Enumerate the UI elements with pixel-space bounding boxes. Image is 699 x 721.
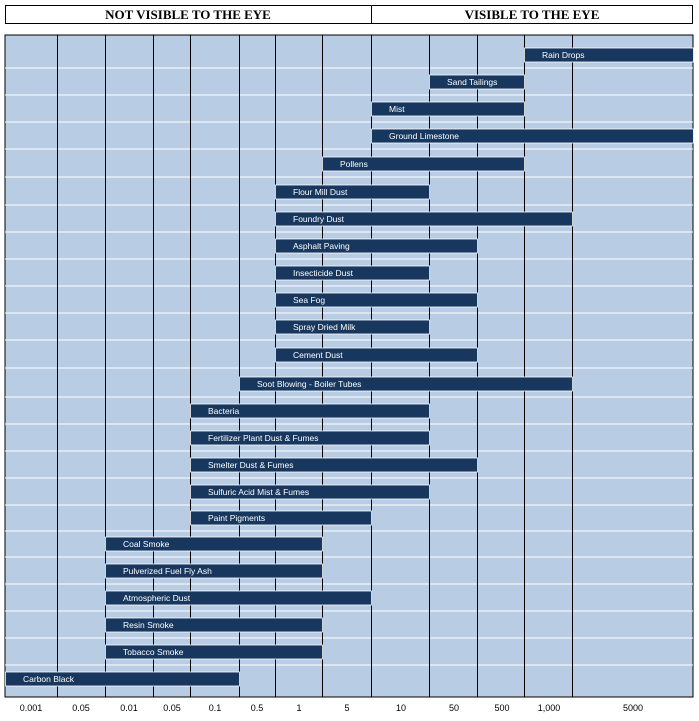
x-tick-label: 1 — [296, 703, 301, 713]
bar-label: Pulverized Fuel Fly Ash — [123, 566, 212, 576]
x-tick-label: 500 — [494, 703, 509, 713]
x-tick-label: 0.05 — [163, 703, 181, 713]
bar-label: Insecticide Dust — [293, 268, 354, 278]
bar-group: Coal Smoke — [105, 536, 323, 552]
bar — [275, 238, 478, 254]
bar-label: Soot Blowing - Boiler Tubes — [257, 379, 361, 389]
bar — [190, 510, 372, 526]
bar-label: Ground Limestone — [389, 131, 459, 141]
x-tick-label: 0.1 — [209, 703, 222, 713]
bar — [105, 563, 323, 579]
bar — [275, 319, 430, 335]
bar — [371, 101, 525, 117]
bar-label: Smelter Dust & Fumes — [208, 460, 294, 470]
bar-label: Mist — [389, 104, 405, 114]
bar-group: Sulfuric Acid Mist & Fumes — [190, 484, 430, 500]
bar-label: Flour Mill Dust — [293, 187, 348, 197]
bar-group: Mist — [371, 101, 525, 117]
bar-group: Atmospheric Dust — [105, 590, 372, 606]
bar — [105, 590, 372, 606]
bar — [322, 156, 525, 172]
bar-group: Tobacco Smoke — [105, 644, 323, 660]
x-tick-label: 0.05 — [72, 703, 90, 713]
bar-group: Asphalt Paving — [275, 238, 478, 254]
bar-group: Insecticide Dust — [275, 265, 430, 281]
bar-group: Resin Smoke — [105, 617, 323, 633]
bar — [371, 128, 694, 144]
bar — [275, 211, 573, 227]
bar-label: Tobacco Smoke — [123, 647, 184, 657]
bar — [239, 376, 573, 392]
bar-label: Bacteria — [208, 406, 239, 416]
x-tick-label: 5 — [344, 703, 349, 713]
bar-label: Resin Smoke — [123, 620, 174, 630]
bar — [275, 292, 478, 308]
bar-label: Carbon Black — [23, 674, 75, 684]
bar-group: Soot Blowing - Boiler Tubes — [239, 376, 573, 392]
header-box-visible — [371, 5, 693, 24]
bar-group: Ground Limestone — [371, 128, 694, 144]
grid-lines — [57, 35, 573, 697]
bar-label: Paint Pigments — [208, 513, 265, 523]
x-tick-label: 0.01 — [120, 703, 138, 713]
bar — [190, 403, 430, 419]
bar-group: Sand Tailings — [429, 74, 525, 90]
bar-group: Fertilizer Plant Dust & Fumes — [190, 430, 430, 446]
bar — [524, 47, 694, 63]
bar-label: Sand Tailings — [447, 77, 497, 87]
bar-label: Spray Dried Milk — [293, 322, 356, 332]
bar-group: Cement Dust — [275, 347, 478, 363]
bar-label: Cement Dust — [293, 350, 343, 360]
header-visible: VISIBLE TO THE EYE — [465, 7, 600, 22]
bar — [190, 430, 430, 446]
bar — [105, 617, 323, 633]
x-tick-label: 10 — [396, 703, 406, 713]
bar-label: Foundry Dust — [293, 214, 345, 224]
bar-group: Pollens — [322, 156, 525, 172]
bar-label: Asphalt Paving — [293, 241, 350, 251]
bar — [190, 484, 430, 500]
bar-group: Bacteria — [190, 403, 430, 419]
bar-group: Smelter Dust & Fumes — [190, 457, 478, 473]
bar — [275, 347, 478, 363]
plot-background — [4, 34, 694, 698]
x-tick-label: 50 — [449, 703, 459, 713]
x-tick-label: 0.001 — [20, 703, 43, 713]
bar — [5, 671, 240, 687]
bar — [275, 184, 430, 200]
bar-label: Rain Drops — [542, 50, 585, 60]
bar-group: Carbon Black — [5, 671, 240, 687]
x-tick-label: 1,000 — [538, 703, 561, 713]
bar-group: Paint Pigments — [190, 510, 372, 526]
bar-group: Flour Mill Dust — [275, 184, 430, 200]
bar — [429, 74, 525, 90]
bar-label: Sulfuric Acid Mist & Fumes — [208, 487, 309, 497]
x-tick-label: 5000 — [623, 703, 643, 713]
bar — [105, 644, 323, 660]
bar — [105, 536, 323, 552]
bar-label: Atmospheric Dust — [123, 593, 191, 603]
x-tick-label: 0.5 — [251, 703, 264, 713]
bar-label: Pollens — [340, 159, 368, 169]
bar-label: Coal Smoke — [123, 539, 170, 549]
bar-group: Sea Fog — [275, 292, 478, 308]
bars: Rain Drops Sand Tailings Mist Ground Limest… — [5, 47, 694, 687]
bar — [275, 265, 430, 281]
bar-group: Spray Dried Milk — [275, 319, 430, 335]
bar-label: Fertilizer Plant Dust & Fumes — [208, 433, 319, 443]
bar-group: Pulverized Fuel Fly Ash — [105, 563, 323, 579]
x-tick-labels: 0.001 0.05 0.01 0.05 0.1 0.5 1 5 10 50 500 1,000 500… — [20, 703, 643, 713]
bar — [190, 457, 478, 473]
bar-group: Rain Drops — [524, 47, 694, 63]
bar-label: Sea Fog — [293, 295, 325, 305]
plot-area — [4, 34, 694, 698]
bar-group: Foundry Dust — [275, 211, 573, 227]
header-not-visible: NOT VISIBLE TO THE EYE — [105, 7, 271, 22]
